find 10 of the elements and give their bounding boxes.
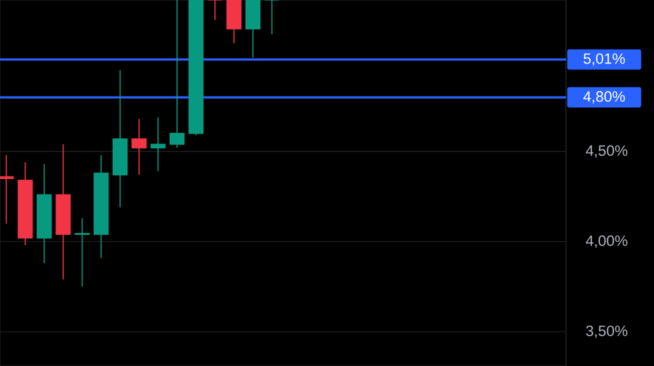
- candlestick: [0, 154, 14, 224]
- ref-line-label: 4,80%: [583, 91, 625, 104]
- candlestick: [132, 118, 147, 176]
- candlestick: [74, 218, 90, 288]
- ref-line-label: 5,01%: [584, 53, 625, 66]
- y-tick-label: 4,00%: [586, 235, 628, 248]
- candlestick: [170, 0, 185, 148]
- y-tick-label: 4,50%: [586, 145, 628, 158]
- y-tick-label: 3,50%: [586, 326, 628, 338]
- candlestick: [150, 116, 166, 172]
